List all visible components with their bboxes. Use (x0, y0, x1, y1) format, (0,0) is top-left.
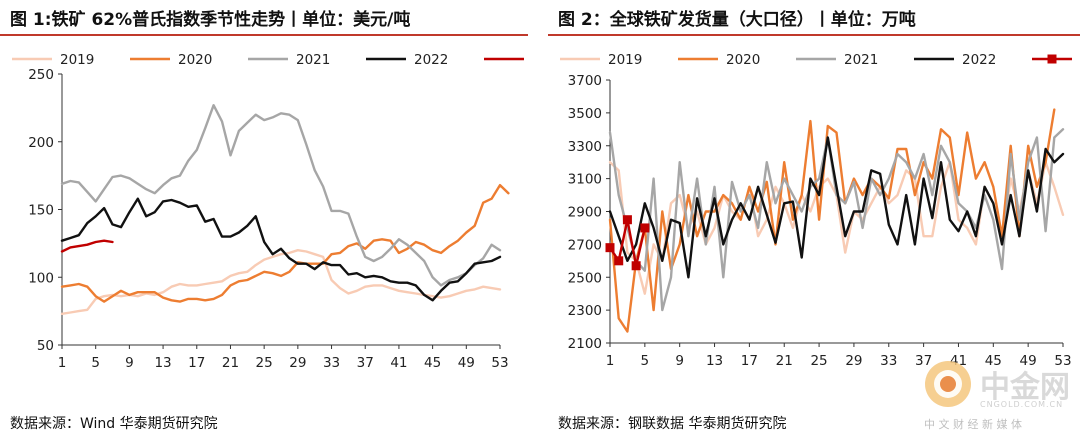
series-line-2022 (60, 197, 502, 302)
y-tick-label: 250 (28, 67, 54, 83)
legend-marker-2023 (1047, 54, 1057, 64)
watermark-name: 中金网 (980, 370, 1070, 405)
x-tick-label: 33 (880, 353, 897, 369)
x-tick-label: 41 (390, 355, 407, 371)
y-tick-label: 150 (28, 203, 54, 219)
title-divider-right (548, 34, 1080, 36)
data-point-2023 (622, 215, 632, 225)
x-tick-label: 1 (58, 355, 67, 371)
watermark: 中金网 CNGOLD.COM.CN 中 文 财 经 新 媒 体 (920, 358, 1080, 438)
y-tick-label: 3500 (568, 106, 602, 122)
legend-label-2022: 2022 (414, 52, 448, 68)
x-tick-label: 53 (1054, 353, 1071, 369)
y-tick-label: 2100 (568, 336, 602, 352)
x-tick-label: 5 (91, 355, 100, 371)
watermark-logo-icon (925, 361, 971, 407)
x-tick-label: 13 (154, 355, 171, 371)
x-tick-label: 25 (256, 355, 273, 371)
y-tick-label: 3700 (568, 73, 602, 89)
x-tick-label: 37 (357, 355, 374, 371)
series-line-2023 (60, 239, 114, 253)
y-tick-label: 3100 (568, 172, 602, 188)
x-tick-label: 17 (741, 353, 758, 369)
x-tick-label: 29 (845, 353, 862, 369)
x-tick-label: 29 (289, 355, 306, 371)
x-tick-label: 9 (675, 353, 684, 369)
series-line-2019 (60, 248, 502, 315)
y-tick-label: 2500 (568, 270, 602, 286)
source-note-left: 数据来源：Wind 华泰期货研究院 (10, 416, 218, 432)
data-point-2023 (640, 223, 650, 233)
line-chart-iron-ore-shipments: 2100 2300 2500 2700 2900 3100 3300 3500 3700 1 5 9 1… (560, 52, 1072, 369)
legend-label-2021: 2021 (844, 52, 878, 68)
x-tick-label: 33 (323, 355, 340, 371)
title-divider-left (0, 34, 528, 36)
chart-panel-right: 图 2：全球铁矿发货量（大口径）丨单位：万吨 2100 2300 2500 2700 2… (548, 0, 1080, 439)
x-tick-label: 13 (706, 353, 723, 369)
y-tick-label: 2300 (568, 303, 602, 319)
source-note-right: 数据来源：钢联数据 华泰期货研究院 (558, 416, 787, 432)
y-tick-label: 200 (28, 135, 54, 151)
chart-title-left: 图 1:铁矿 62%普氏指数季节性走势丨单位：美元/吨 (10, 10, 411, 30)
x-tick-label: 49 (458, 355, 475, 371)
chart-panel-left: 图 1:铁矿 62%普氏指数季节性走势丨单位：美元/吨 50 100 150 200 2… (0, 0, 530, 439)
y-tick-label: 50 (37, 338, 54, 354)
y-tick-label: 2900 (568, 205, 602, 221)
y-tick-label: 3300 (568, 139, 602, 155)
series-line-2021 (608, 128, 1065, 312)
y-tick-label: 100 (28, 270, 54, 286)
legend-label-2022: 2022 (962, 52, 996, 68)
legend-label-2020: 2020 (726, 52, 760, 68)
data-point-2023 (614, 256, 624, 266)
series-line-2020 (60, 183, 510, 303)
legend-label-2019: 2019 (608, 52, 642, 68)
x-tick-label: 49 (1020, 353, 1037, 369)
x-tick-label: 45 (424, 355, 441, 371)
x-tick-label: 21 (222, 355, 239, 371)
x-tick-label: 53 (491, 355, 508, 371)
data-point-2023 (605, 243, 615, 253)
chart-title-right: 图 2：全球铁矿发货量（大口径）丨单位：万吨 (558, 10, 916, 30)
x-tick-label: 21 (776, 353, 793, 369)
legend-label-2019: 2019 (60, 52, 94, 68)
x-tick-label: 5 (641, 353, 650, 369)
line-chart-iron-ore-price: 50 100 150 200 250 1 5 9 13 17 21 25 29 33 37 41 45 49 53 2… (12, 52, 524, 371)
series-line-2022 (608, 136, 1065, 279)
x-tick-label: 45 (985, 353, 1002, 369)
series-line-2021 (60, 103, 502, 287)
x-tick-label: 37 (915, 353, 932, 369)
x-tick-label: 1 (606, 353, 615, 369)
watermark-url: CNGOLD.COM.CN (980, 400, 1064, 409)
x-tick-label: 9 (125, 355, 134, 371)
watermark-subtitle: 中 文 财 经 新 媒 体 (924, 418, 1022, 431)
data-point-2023 (631, 261, 641, 271)
legend-label-2021: 2021 (296, 52, 330, 68)
y-tick-label: 2700 (568, 237, 602, 253)
x-tick-label: 17 (188, 355, 205, 371)
x-tick-label: 25 (810, 353, 827, 369)
series-line-2020 (608, 108, 1056, 333)
legend-label-2020: 2020 (178, 52, 212, 68)
